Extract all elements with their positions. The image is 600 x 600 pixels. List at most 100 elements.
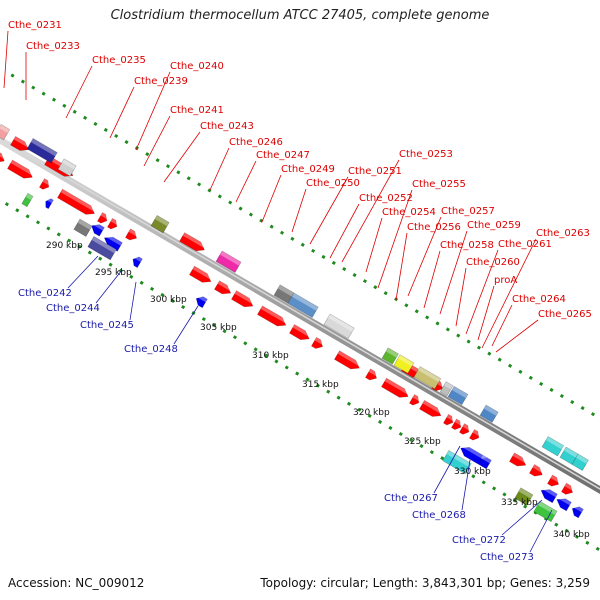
forward-gene-row1-16-shape [409,394,420,406]
leader-line-forward [163,131,201,183]
leader-line-forward [209,147,230,191]
leader-line-forward [495,319,539,353]
feature-box-14-shine [545,436,564,450]
forward-gene-row1-20 [459,423,472,435]
forward-gene-row1-14-shape [365,368,377,381]
reverse-gene-3-shine [133,254,143,262]
forward-gene-label: proA [494,275,517,286]
inner-dotted-guide [0,198,600,552]
forward-gene-row2-0-shape [10,135,30,151]
reverse-gene-6 [479,455,492,470]
feature-box-11 [439,381,454,397]
scale-tick-label: 330 kbp [454,467,491,477]
leader-line-forward [491,304,513,347]
scale-tick-label: 325 kbp [404,437,441,447]
reverse-gene-2 [103,233,123,252]
feature-box-12-shape [447,385,469,406]
forward-gene-row1-23-shape [529,464,543,477]
forward-gene-row1-23-shine [532,464,545,474]
forward-gene-row1-18 [443,413,456,426]
forward-gene-row1-8-shape [214,280,232,295]
forward-gene-row1-22-shape [509,452,527,467]
forward-gene-row1-11-shine [292,324,312,338]
reverse-gene-7 [540,486,558,504]
forward-gene-row1-14 [365,368,380,381]
forward-gene-row2-2-shine [182,232,208,249]
reverse-box-3 [533,500,558,523]
feature-box-16-shape [571,453,589,471]
forward-gene-row1-23 [529,464,545,477]
forward-gene-row1-2 [39,178,52,190]
reverse-gene-7-shape [540,489,558,504]
feature-box-16-shine [575,454,589,464]
reverse-gene-0 [45,197,54,210]
reverse-box-2-shape [514,487,534,506]
feature-box-6-shine [291,293,319,311]
forward-gene-label: Cthe_0246 [229,137,283,148]
scale-tick-label: 320 kbp [353,408,390,418]
reverse-box-0-shape [73,218,93,237]
forward-gene-row1-16 [409,394,422,406]
reverse-gene-label: Cthe_0268 [412,510,466,521]
forward-gene-row1-7-shape [189,265,212,283]
forward-gene-row1-24 [547,474,562,487]
reverse-gene-1-shine [92,221,105,231]
leader-line-reverse [129,281,137,321]
reverse-gene-label: Cthe_0267 [384,493,438,504]
forward-gene-label: Cthe_0264 [512,294,566,305]
outer-dotted-guide [10,73,600,420]
leader-line-forward [135,71,171,151]
feature-box-13-shine [483,405,499,416]
reverse-gene-9-shine [573,504,584,513]
forward-gene-row1-7-shine [192,266,214,281]
reverse-gene-9-shape [571,506,584,519]
forward-gene-label: Cthe_0257 [441,206,495,217]
feature-box-0-shape [0,123,11,141]
feature-box-8-shape [381,347,399,365]
forward-gene-row1-12-shine [314,337,326,346]
feature-box-7-shape [323,313,355,339]
forward-gene-label: Cthe_0249 [281,164,335,175]
forward-gene-row1-13-shape [334,350,360,370]
forward-gene-row1-12 [311,336,326,349]
feature-box-8 [381,347,399,365]
reverse-gene-label: Cthe_0273 [480,552,534,563]
forward-gene-row1-6 [125,228,140,241]
forward-gene-label: Cthe_0243 [200,121,254,132]
forward-gene-row2-2-shape [179,232,205,252]
feature-box-4-shape [215,250,242,273]
forward-gene-row1-1-shape [7,159,33,179]
forward-gene-row1-4-shape [97,212,108,224]
reverse-gene-2-shine [105,233,123,246]
forward-gene-row1-0-shine [0,150,7,160]
feature-box-1 [26,138,58,164]
forward-gene-row1-19-shine [454,419,464,427]
reverse-gene-6-shine [480,455,492,464]
reverse-box-5-shine [25,193,34,200]
forward-gene-row1-9-shine [234,290,256,305]
leader-line-forward [309,176,349,245]
reverse-gene-5-shine [461,443,488,461]
scale-tick-label: 310 kbp [252,351,289,361]
reverse-box-0 [73,218,93,237]
leader-line-forward [65,65,93,119]
forward-gene-row1-15-shine [384,378,411,396]
feature-box-7 [323,313,355,339]
forward-gene-row1-22 [509,452,529,467]
forward-gene-row1-25-shape [561,482,573,495]
reverse-box-2-shine [518,487,533,499]
forward-gene-label: Cthe_0265 [538,309,592,320]
feature-box-7-shine [327,314,355,332]
leader-line-forward [377,189,413,289]
genome-backbone [0,135,600,495]
forward-gene-label: Cthe_0247 [256,150,310,161]
feature-box-16 [571,453,589,471]
forward-gene-row1-3 [57,188,98,215]
reverse-gene-4-shine [196,294,208,303]
forward-gene-row1-8 [214,280,234,295]
forward-gene-row1-21-shape [469,429,480,441]
feature-box-11-shine [443,381,453,390]
forward-gene-label: Cthe_0233 [26,41,80,52]
reverse-gene-0-shine [46,197,54,204]
